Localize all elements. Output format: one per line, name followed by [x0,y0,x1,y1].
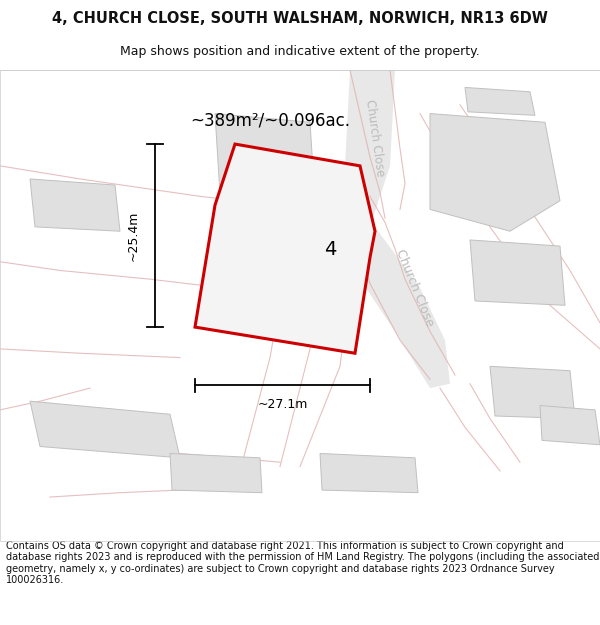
Polygon shape [195,144,375,353]
Text: ~389m²/~0.096ac.: ~389m²/~0.096ac. [190,111,350,129]
Text: Church Close: Church Close [394,248,436,329]
Text: ~25.4m: ~25.4m [127,211,139,261]
Polygon shape [325,201,450,388]
Polygon shape [170,454,262,493]
Text: 4: 4 [325,240,337,259]
Polygon shape [465,88,535,116]
Polygon shape [540,406,600,445]
Polygon shape [230,183,315,262]
Text: Contains OS data © Crown copyright and database right 2021. This information is : Contains OS data © Crown copyright and d… [6,541,599,586]
Polygon shape [215,114,315,201]
Text: Church Close: Church Close [363,99,387,178]
Polygon shape [345,70,395,227]
Polygon shape [430,114,560,231]
Text: ~27.1m: ~27.1m [257,398,308,411]
Polygon shape [470,240,565,305]
Polygon shape [320,454,418,493]
Polygon shape [30,179,120,231]
Text: Map shows position and indicative extent of the property.: Map shows position and indicative extent… [120,45,480,58]
Polygon shape [30,401,180,458]
Text: 4, CHURCH CLOSE, SOUTH WALSHAM, NORWICH, NR13 6DW: 4, CHURCH CLOSE, SOUTH WALSHAM, NORWICH,… [52,11,548,26]
Polygon shape [490,366,575,419]
